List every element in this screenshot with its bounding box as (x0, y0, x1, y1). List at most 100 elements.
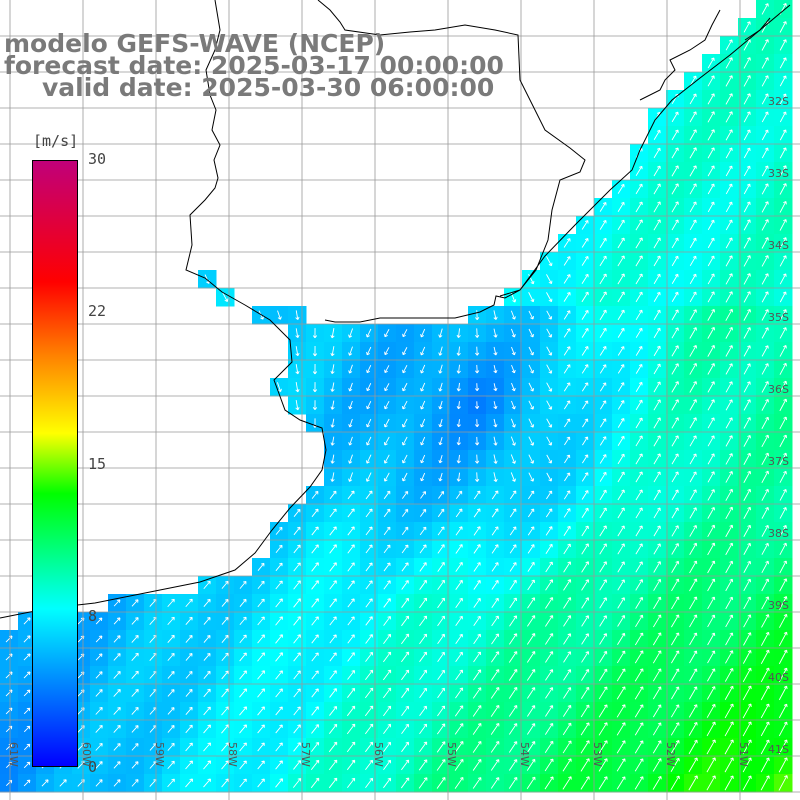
wind-arrow (348, 364, 353, 374)
valid-date: valid date: 2025-03-30 06:00:00 (42, 73, 495, 102)
wind-arrow (725, 578, 734, 592)
wind-arrow (365, 777, 374, 788)
wind-arrow (581, 327, 589, 338)
wind-arrow (528, 310, 534, 320)
wind-arrow (239, 652, 247, 662)
wind-arrow (437, 579, 445, 591)
wind-arrow (509, 490, 517, 500)
wind-arrow (545, 651, 554, 663)
wind-arrow (743, 399, 751, 411)
wind-arrow (131, 688, 139, 697)
wind-arrow (328, 741, 338, 753)
wind-arrow (617, 237, 625, 249)
wind-arrow (563, 561, 571, 573)
wind-arrow (689, 381, 697, 393)
wind-arrow (581, 472, 589, 482)
wind-arrow (239, 598, 247, 607)
wind-arrow (725, 632, 734, 646)
wind-arrow (437, 526, 445, 536)
wind-arrow (635, 561, 643, 573)
wind-arrow (436, 777, 446, 789)
wind-arrow (707, 93, 715, 105)
wind-arrow (511, 328, 516, 338)
wind-arrow (185, 778, 193, 788)
wind-arrow (528, 418, 535, 428)
wind-arrow (401, 508, 409, 517)
wind-arrow (275, 634, 283, 644)
wind-arrow (652, 632, 662, 646)
wind-arrow (311, 580, 319, 590)
wind-arrow (761, 416, 769, 429)
wind-arrow (743, 345, 751, 357)
wind-arrow (635, 435, 643, 447)
wind-arrow (706, 721, 716, 737)
wind-arrow (454, 776, 464, 789)
wind-arrow (419, 508, 427, 517)
wind-arrow (671, 686, 680, 700)
wind-arrow (761, 255, 769, 267)
wind-arrow (653, 129, 661, 141)
lon-label: 57W (299, 742, 312, 767)
wind-arrow (653, 327, 661, 339)
wind-arrow (185, 653, 193, 661)
wind-arrow (328, 723, 338, 734)
wind-arrow (689, 560, 698, 574)
wind-arrow (420, 382, 426, 392)
wind-arrow (401, 615, 409, 627)
wind-arrow (670, 632, 680, 646)
wind-arrow (706, 775, 716, 791)
wind-arrow (365, 454, 372, 464)
wind-arrow (239, 580, 247, 589)
wind-arrow (564, 436, 571, 446)
wind-arrow (635, 543, 643, 555)
wind-arrow (365, 580, 373, 590)
wind-arrow (671, 165, 679, 177)
wind-arrow (616, 758, 626, 772)
wind-arrow (295, 310, 300, 320)
model-title: modelo GEFS-WAVE (NCEP) (4, 29, 386, 58)
wind-arrow (689, 183, 697, 195)
wind-arrow (706, 686, 716, 700)
wind-arrow (671, 129, 679, 141)
wind-arrow (474, 436, 480, 446)
wind-arrow (778, 739, 788, 755)
wind-arrow (599, 327, 607, 338)
wind-arrow (635, 291, 643, 303)
wind-arrow (491, 633, 500, 645)
wind-arrow (581, 597, 590, 609)
wind-arrow (527, 579, 535, 591)
wind-arrow (725, 326, 733, 339)
wind-arrow (473, 508, 481, 518)
wind-arrow (743, 614, 752, 628)
wind-arrow (437, 508, 445, 518)
wind-arrow (383, 454, 390, 464)
wind-arrow (617, 273, 625, 285)
wind-arrow (346, 705, 356, 717)
wind-arrow (401, 544, 409, 554)
wind-arrow (239, 670, 247, 680)
wind-arrow (581, 579, 590, 591)
wind-arrow (581, 400, 589, 410)
colorbar-tick-15: 15 (88, 455, 107, 473)
wind-arrow (275, 526, 283, 535)
wind-arrow (689, 111, 697, 123)
wind-arrow (599, 471, 607, 482)
wind-arrow (401, 436, 408, 446)
wind-arrow (653, 578, 662, 591)
wind-arrow (725, 255, 733, 267)
wind-arrow (167, 760, 175, 770)
wind-arrow (778, 667, 788, 683)
wind-arrow (725, 165, 733, 177)
wind-arrow (671, 183, 679, 195)
wind-arrow (779, 291, 787, 303)
wind-arrow (527, 705, 536, 717)
wind-arrow (563, 633, 572, 645)
wind-arrow (707, 326, 715, 339)
wind-arrow (545, 561, 553, 573)
wind-arrow (563, 256, 571, 266)
wind-arrow (652, 668, 662, 682)
wind-arrow (456, 472, 461, 482)
wind-arrow (761, 542, 769, 555)
colorbar-tick-22: 22 (88, 302, 107, 320)
